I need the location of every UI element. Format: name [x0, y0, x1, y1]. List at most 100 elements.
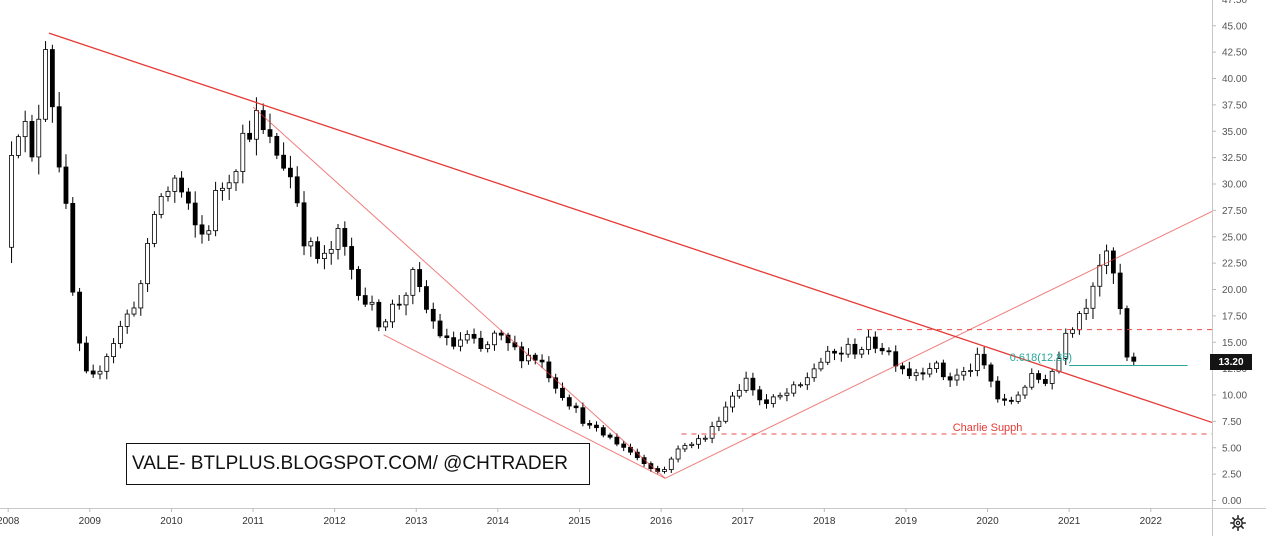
- y-tick-label: 40.00: [1222, 74, 1247, 85]
- settings-button[interactable]: [1228, 513, 1248, 533]
- candle-body: [328, 248, 334, 254]
- candle-body: [274, 135, 280, 156]
- candle-body: [614, 436, 620, 445]
- candle-body: [1097, 264, 1103, 287]
- candle-body: [492, 332, 497, 346]
- candle-body: [852, 343, 858, 355]
- candle-body: [70, 202, 76, 293]
- candle-body: [532, 354, 538, 361]
- candle-body: [777, 394, 783, 398]
- watermark-box: VALE- BTLPLUS.BLOGSPOT.COM/ @CHTRADER: [126, 443, 590, 485]
- candle-body: [77, 291, 82, 344]
- candle-body: [22, 121, 28, 138]
- candle-body: [974, 353, 980, 371]
- x-tick-label: 2012: [324, 516, 347, 527]
- candle-body: [199, 224, 205, 235]
- candle-body: [124, 313, 130, 327]
- candle-body: [1049, 370, 1055, 384]
- candle-body: [927, 368, 933, 375]
- candle-body: [267, 129, 273, 137]
- candle-body: [145, 243, 150, 285]
- candle-body: [1029, 373, 1035, 388]
- candle-body: [213, 190, 219, 232]
- candle-body: [573, 405, 579, 409]
- candle-body: [730, 395, 735, 408]
- candle-body: [56, 106, 62, 168]
- candle-body: [301, 202, 307, 247]
- candle-body: [369, 301, 375, 305]
- last-price-tag: 13.20: [1210, 354, 1252, 370]
- candle-body: [818, 361, 824, 370]
- candle-body: [185, 191, 191, 204]
- candle-body: [390, 303, 395, 323]
- candle-body: [458, 339, 463, 347]
- x-tick-label: 2008: [0, 516, 20, 527]
- candle-body: [900, 365, 905, 370]
- y-tick-label: 35.00: [1222, 127, 1247, 138]
- x-tick-label: 2020: [976, 516, 999, 527]
- candle-body: [403, 294, 409, 306]
- trend-line: [664, 210, 1213, 479]
- candle-body: [138, 283, 144, 309]
- candle-body: [1083, 307, 1089, 314]
- x-tick-label: 2014: [487, 516, 510, 527]
- candle-body: [723, 406, 729, 422]
- candle-body: [158, 196, 164, 215]
- candle-body: [430, 308, 436, 322]
- candle-body: [9, 155, 14, 248]
- candle-body: [83, 342, 89, 372]
- candle-body: [281, 154, 287, 169]
- candle-body: [104, 356, 110, 372]
- candle-body: [220, 187, 225, 191]
- y-tick-label: 2.50: [1222, 470, 1242, 481]
- watermark-text: VALE- BTLPLUS.BLOGSPOT.COM/ @CHTRADER: [132, 453, 568, 474]
- candle-body: [968, 370, 973, 372]
- candle-body: [36, 118, 42, 158]
- candle-body: [621, 443, 627, 448]
- candle-body: [1076, 313, 1082, 331]
- candle-body: [90, 370, 96, 375]
- candle-body: [750, 377, 756, 391]
- y-tick-label: 25.00: [1222, 232, 1247, 243]
- candle-body: [743, 377, 749, 391]
- candle-body: [886, 350, 892, 353]
- candle-body: [859, 349, 865, 355]
- candle-body: [464, 333, 470, 341]
- fib-label: 0.618(12.85): [1010, 352, 1072, 364]
- candle-body: [954, 374, 960, 381]
- candle-body: [226, 182, 232, 189]
- candle-body: [566, 397, 572, 407]
- candle-body: [172, 177, 178, 192]
- candle-body: [1008, 399, 1014, 402]
- candle-body: [1070, 329, 1075, 334]
- candle-body: [1104, 250, 1109, 266]
- y-tick-label: 30.00: [1222, 180, 1247, 191]
- candle-body: [947, 376, 953, 381]
- candle-body: [335, 228, 341, 250]
- candle-body: [784, 392, 790, 396]
- y-tick-label: 15.00: [1222, 338, 1247, 349]
- annotations: 0.618(12.85) Charlie Supph: [953, 352, 1072, 434]
- y-tick-label: 42.50: [1222, 48, 1247, 59]
- candle-body: [131, 307, 137, 315]
- candle-body: [546, 361, 552, 379]
- candle-body: [1036, 373, 1041, 380]
- candle-body: [356, 269, 361, 296]
- trendlines: [48, 32, 1213, 479]
- x-tick-label: 2018: [813, 516, 836, 527]
- candle-body: [770, 396, 776, 404]
- candle-body: [682, 445, 688, 450]
- last-price-value: 13.20: [1218, 356, 1244, 368]
- candle-body: [451, 337, 457, 347]
- x-tick-label: 2017: [732, 516, 755, 527]
- y-tick-label: 7.50: [1222, 417, 1242, 428]
- candle-body: [240, 132, 246, 172]
- y-tick-label: 5.00: [1222, 443, 1242, 454]
- candle-body: [417, 269, 423, 287]
- trend-line: [252, 106, 666, 479]
- candle-body: [838, 352, 844, 355]
- candle-body: [934, 362, 939, 370]
- candle-body: [29, 121, 35, 158]
- candle-body: [410, 269, 416, 296]
